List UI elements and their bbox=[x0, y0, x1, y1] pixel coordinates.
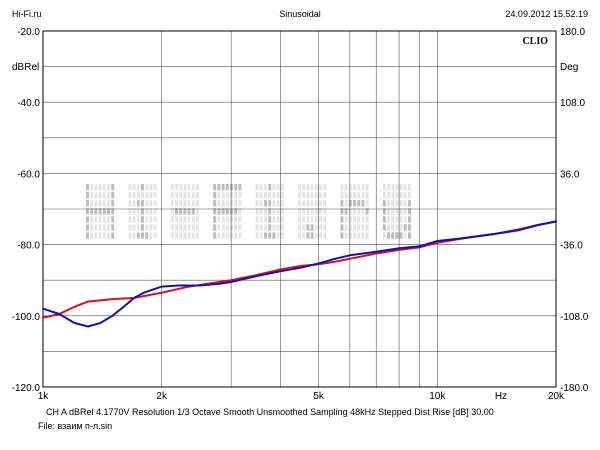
watermark-logo bbox=[86, 184, 411, 239]
y-axis-label-left: dBRel bbox=[12, 62, 39, 73]
x-tick-label: 10k bbox=[429, 391, 446, 402]
measurement-info: CH A dBRel 4.1770V Resolution 1/3 Octave… bbox=[46, 407, 494, 417]
header-timestamp: 24.09.2012 15.52.19 bbox=[505, 9, 588, 19]
y-tick-label-right: -36.0 bbox=[560, 241, 583, 252]
brand-label: CLIO bbox=[522, 36, 548, 47]
x-tick-label: 5k bbox=[313, 391, 325, 402]
x-tick-label: 20k bbox=[548, 391, 565, 402]
y-tick-label-right: -108.0 bbox=[560, 312, 589, 323]
series-line-blue bbox=[42, 220, 557, 328]
y-tick-label-left: -100.0 bbox=[12, 312, 41, 323]
x-axis-unit-label: Hz bbox=[495, 391, 507, 402]
y-axis-label-right: Deg bbox=[560, 62, 578, 73]
y-tick-label-left: -60.0 bbox=[17, 169, 40, 180]
x-tick-label: 1k bbox=[38, 391, 50, 402]
y-tick-label-right: 36.0 bbox=[560, 169, 580, 180]
x-tick-label: 2k bbox=[156, 391, 168, 402]
y-tick-label-left: -40.0 bbox=[17, 98, 40, 109]
file-name: File: взаим п-л.sin bbox=[38, 421, 113, 431]
y-tick-label-right: 180.0 bbox=[560, 27, 585, 38]
plot-frame bbox=[42, 30, 557, 388]
y-tick-label-left: -20.0 bbox=[17, 27, 40, 38]
header-source: Hi-Fi.ru bbox=[12, 9, 42, 19]
y-tick-label-right: -180.0 bbox=[560, 383, 589, 394]
chart-title: Sinusoidal bbox=[279, 9, 321, 19]
y-tick-label-right: 108.0 bbox=[560, 98, 585, 109]
y-tick-label-left: -80.0 bbox=[17, 241, 40, 252]
y-tick-label-left: -120.0 bbox=[12, 383, 41, 394]
